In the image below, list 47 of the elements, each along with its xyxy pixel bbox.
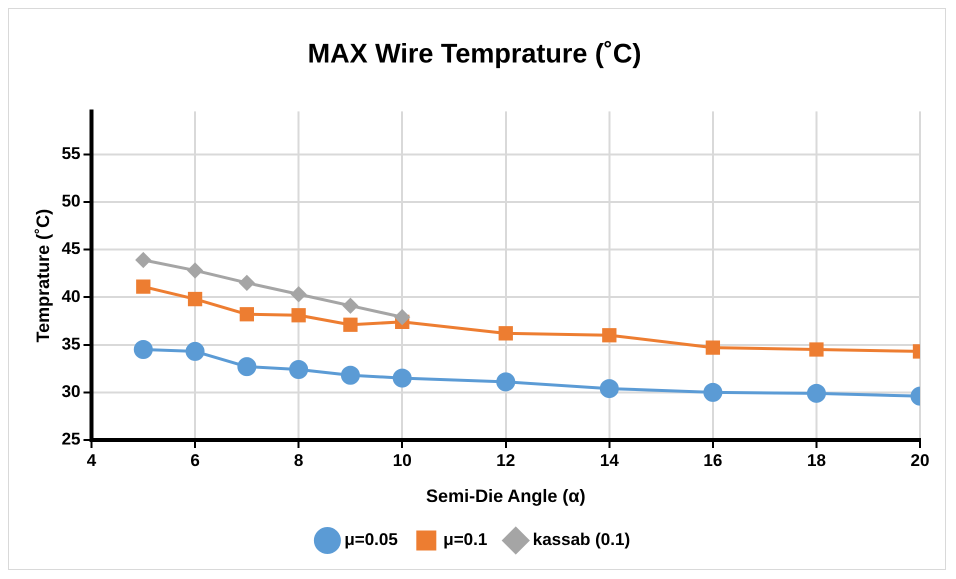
point xyxy=(136,279,150,294)
y-tick-label: 45 xyxy=(62,239,81,258)
point xyxy=(394,310,410,325)
x-tick-label: 20 xyxy=(910,450,930,470)
y-tick-label: 40 xyxy=(62,286,81,306)
y-tick-label: 35 xyxy=(62,334,81,354)
point xyxy=(188,262,203,278)
legend-label: μ=0.05 xyxy=(344,530,398,550)
point xyxy=(706,340,720,355)
point xyxy=(392,368,412,388)
point xyxy=(340,366,360,385)
x-tick-label: 12 xyxy=(496,450,516,470)
point xyxy=(602,328,616,342)
x-tick-label: 18 xyxy=(806,450,826,470)
point xyxy=(239,275,254,290)
point xyxy=(291,286,306,302)
point xyxy=(291,308,306,322)
point xyxy=(343,318,358,332)
point xyxy=(188,292,202,306)
y-axis-title: Temprature (˚C) xyxy=(32,208,53,343)
y-tick-label: 50 xyxy=(62,192,81,211)
legend-label: kassab (0.1) xyxy=(532,530,630,550)
point xyxy=(237,357,256,376)
point xyxy=(240,307,254,322)
y-tick-label: 55 xyxy=(62,144,81,163)
x-tick-label: 4 xyxy=(86,450,97,470)
x-tick-label: 8 xyxy=(294,450,304,470)
point xyxy=(703,382,722,402)
point xyxy=(806,384,826,403)
point xyxy=(136,252,151,268)
point xyxy=(342,298,358,314)
point xyxy=(496,372,516,392)
point xyxy=(600,379,619,398)
point xyxy=(186,342,205,361)
x-tick-label: 6 xyxy=(190,450,200,470)
point xyxy=(498,326,513,340)
y-tick-label: 25 xyxy=(62,430,81,449)
x-tick-label: 14 xyxy=(600,450,620,470)
legend-label: μ=0.1 xyxy=(443,530,488,550)
point xyxy=(809,342,824,357)
chart-title: MAX Wire Temprature (˚C) xyxy=(308,38,642,69)
point xyxy=(289,360,308,380)
point xyxy=(134,340,153,360)
x-axis-title: Semi-Die Angle (α) xyxy=(426,486,586,506)
x-tick-label: 16 xyxy=(703,450,722,470)
x-tick-label: 10 xyxy=(392,450,412,470)
y-tick-label: 30 xyxy=(62,382,81,402)
